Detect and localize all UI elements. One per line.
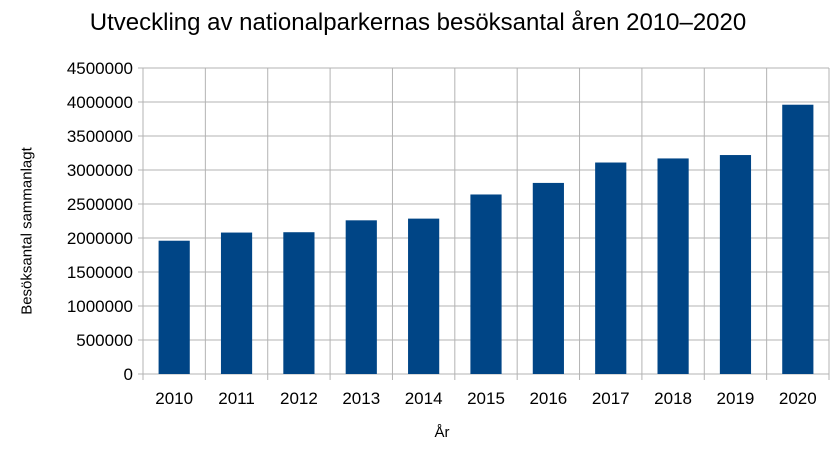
x-tick-label: 2010	[155, 389, 193, 408]
y-tick-label: 4000000	[67, 93, 133, 112]
bar-2020	[782, 104, 814, 374]
bar-2016	[532, 182, 564, 374]
bar-2010	[158, 240, 190, 374]
bar-2018	[657, 158, 689, 374]
bar-2013	[345, 220, 377, 374]
x-tick-label: 2014	[405, 389, 443, 408]
bar-layer	[158, 104, 814, 374]
bar-2011	[220, 232, 253, 374]
x-tick-label: 2013	[342, 389, 380, 408]
x-tick-label: 2011	[218, 389, 255, 408]
x-tick-label: 2015	[467, 389, 505, 408]
x-tick-label: 2019	[717, 389, 755, 408]
y-tick-label: 2500000	[67, 195, 133, 214]
y-tick-label: 0	[124, 365, 133, 384]
y-tick-label: 1000000	[67, 297, 133, 316]
bar-2019	[719, 155, 752, 374]
axis-layer: 0 500000 1000000 1500000 2000000 2500000 30000…	[67, 59, 817, 408]
x-tick-label: 2017	[592, 389, 630, 408]
bar-2012	[283, 232, 315, 374]
y-tick-label: 2000000	[67, 229, 133, 248]
x-tick-label: 2018	[654, 389, 692, 408]
y-tick-label: 500000	[76, 331, 133, 350]
bar-2017	[595, 162, 627, 374]
y-tick-label: 3000000	[67, 161, 133, 180]
y-tick-label: 1500000	[67, 263, 133, 282]
x-tick-label: 2016	[529, 389, 567, 408]
x-axis-label: År	[434, 424, 450, 441]
chart-title: Utveckling av nationalparkernas besöksan…	[89, 9, 747, 36]
y-tick-label: 3500000	[67, 127, 133, 146]
y-tick-label: 4500000	[67, 59, 133, 78]
x-tick-label: 2020	[779, 389, 817, 408]
bar-2014	[408, 218, 440, 374]
bar-2015	[470, 194, 502, 374]
x-tick-label: 2012	[280, 389, 318, 408]
